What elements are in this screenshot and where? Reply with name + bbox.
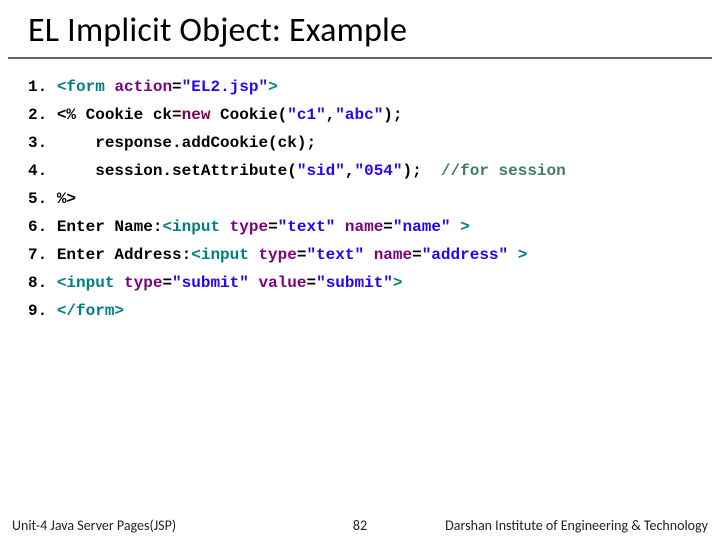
slide: EL Implicit Object: Example 1. <form act… — [0, 0, 720, 540]
code-token-plain: %> — [57, 190, 76, 208]
code-token-plain: response.addCookie(ck); — [57, 134, 316, 152]
code-token-plain: = — [162, 274, 172, 292]
code-token-attrname: action — [114, 78, 172, 96]
code-token-tag: > — [451, 218, 470, 236]
code-token-tag: > — [508, 246, 527, 264]
code-token-tag: form — [76, 302, 114, 320]
line-number: 4. — [28, 162, 57, 180]
code-token-plain: = — [306, 274, 316, 292]
code-token-tag: form — [66, 78, 114, 96]
slide-footer: Unit-4 Java Server Pages(JSP) 82 Darshan… — [0, 512, 720, 540]
code-token-string: "text" — [306, 246, 364, 264]
code-line: 9. </form> — [28, 297, 700, 325]
code-token-tag: < — [191, 246, 201, 264]
code-token-string: "name" — [393, 218, 451, 236]
line-number: 8. — [28, 274, 57, 292]
code-line: 4. session.setAttribute("sid","054"); //… — [28, 157, 700, 185]
line-number: 5. — [28, 190, 57, 208]
code-token-tag: input — [201, 246, 259, 264]
code-token-string: "054" — [354, 162, 402, 180]
code-token-attrname: type — [230, 218, 268, 236]
code-token-string: "abc" — [335, 106, 383, 124]
code-token-string: "submit" — [316, 274, 393, 292]
code-token-plain: = — [383, 218, 393, 236]
code-token-comment: //for session — [441, 162, 566, 180]
line-number: 7. — [28, 246, 57, 264]
line-number: 2. — [28, 106, 57, 124]
code-token-plain: ); — [403, 162, 441, 180]
code-token-attrname: name — [374, 246, 412, 264]
code-token-tag: > — [268, 78, 278, 96]
code-block: 1. <form action="EL2.jsp">2. <% Cookie c… — [0, 59, 720, 325]
code-token-plain: = — [268, 218, 278, 236]
code-token-keyword: new — [182, 106, 211, 124]
code-token-tag: input — [66, 274, 124, 292]
code-token-tag: < — [57, 274, 67, 292]
code-token-string: "sid" — [297, 162, 345, 180]
line-number: 1. — [28, 78, 57, 96]
code-line: 8. <input type="submit" value="submit"> — [28, 269, 700, 297]
page-title: EL Implicit Object: Example — [8, 0, 712, 59]
code-token-plain: <% Cookie ck= — [57, 106, 182, 124]
code-token-plain: , — [326, 106, 336, 124]
code-token-attrname: type — [124, 274, 162, 292]
code-token-tag: input — [172, 218, 230, 236]
code-token-tag: </ — [57, 302, 76, 320]
code-token-plain — [335, 218, 345, 236]
code-line: 6. Enter Name:<input type="text" name="n… — [28, 213, 700, 241]
code-token-plain: = — [412, 246, 422, 264]
code-line: 3. response.addCookie(ck); — [28, 129, 700, 157]
code-token-tag: < — [57, 78, 67, 96]
code-token-plain: Cookie( — [210, 106, 287, 124]
code-token-string: "address" — [422, 246, 508, 264]
code-token-string: "submit" — [172, 274, 249, 292]
line-number: 3. — [28, 134, 57, 152]
code-token-attrname: value — [258, 274, 306, 292]
line-number: 9. — [28, 302, 57, 320]
code-token-attrname: name — [345, 218, 383, 236]
code-line: 2. <% Cookie ck=new Cookie("c1","abc"); — [28, 101, 700, 129]
code-token-plain — [364, 246, 374, 264]
code-token-tag: > — [393, 274, 403, 292]
footer-institute: Darshan Institute of Engineering & Techn… — [445, 517, 708, 534]
code-token-plain: ); — [383, 106, 402, 124]
code-token-string: "text" — [278, 218, 336, 236]
code-token-plain: session.setAttribute( — [57, 162, 297, 180]
code-line: 1. <form action="EL2.jsp"> — [28, 73, 700, 101]
code-token-tag: > — [114, 302, 124, 320]
code-line: 5. %> — [28, 185, 700, 213]
code-token-plain: Enter Address: — [57, 246, 191, 264]
code-token-attrname: type — [258, 246, 296, 264]
code-token-string: "c1" — [287, 106, 325, 124]
code-token-tag: < — [162, 218, 172, 236]
code-line: 7. Enter Address:<input type = "text" name… — [28, 241, 700, 269]
code-token-plain: Enter Name: — [57, 218, 163, 236]
line-number: 6. — [28, 218, 57, 236]
code-token-string: "EL2.jsp" — [182, 78, 268, 96]
code-token-plain: = — [172, 78, 182, 96]
